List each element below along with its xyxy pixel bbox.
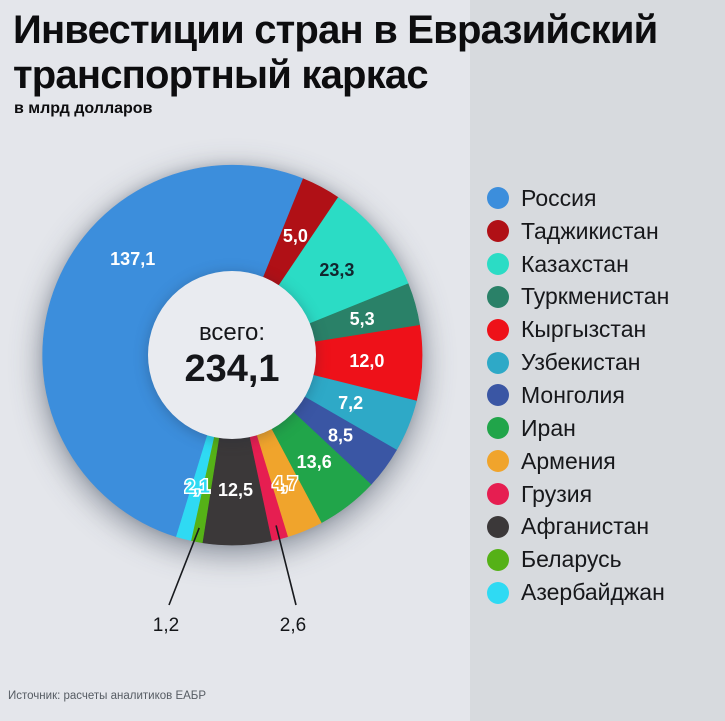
- legend-item-5: Узбекистан: [487, 346, 669, 379]
- slice-value-5: 7,2: [338, 393, 363, 413]
- slice-value-labels: 137,1 5,0 23,3 5,3 12,0 7,2 8,5 13,64,7 12,5 2,1: [110, 226, 384, 500]
- legend-item-12: Азербайджан: [487, 576, 669, 609]
- legend-item-3: Туркменистан: [487, 281, 669, 314]
- legend-item-1: Таджикистан: [487, 215, 669, 248]
- callout-annotations: 2,6 1,2: [153, 525, 306, 636]
- legend-swatch-2: [487, 253, 509, 276]
- legend-item-8: Армения: [487, 445, 669, 478]
- callout-value-9: 2,6: [280, 615, 306, 636]
- slice-value-3: 5,3: [350, 309, 375, 329]
- slice-value-2: 23,3: [319, 260, 354, 280]
- chart-title-line1: Инвестиции стран в Евразийский: [13, 8, 658, 52]
- legend-item-4: Кыргызстан: [487, 313, 669, 346]
- background-right-panel: [470, 0, 725, 721]
- legend-item-6: Монголия: [487, 379, 669, 412]
- callout-line-11: [168, 527, 200, 606]
- chart-subtitle: в млрд долларов: [14, 100, 153, 117]
- legend-swatch-6: [487, 384, 509, 407]
- slice-value-6: 8,5: [328, 425, 353, 445]
- legend-label-11: Беларусь: [521, 546, 622, 573]
- donut-center-circle: [148, 271, 316, 439]
- chart-title-line2: транспортный каркас: [13, 53, 429, 97]
- legend-item-10: Афганистан: [487, 510, 669, 543]
- legend-item-7: Иран: [487, 412, 669, 445]
- legend-swatch-12: [487, 581, 509, 604]
- slice-value-4: 12,0: [349, 351, 384, 371]
- legend-swatch-11: [487, 548, 509, 571]
- legend-label-6: Монголия: [521, 381, 625, 408]
- slice-value-10: 12,5: [218, 480, 253, 500]
- legend-label-12: Азербайджан: [521, 579, 665, 606]
- legend-swatch-1: [487, 220, 509, 243]
- legend-label-0: Россия: [521, 184, 597, 211]
- donut-center-text: всего: 234,1: [122, 318, 342, 390]
- total-caption: всего:: [198, 319, 266, 346]
- legend-label-2: Казахстан: [521, 250, 629, 277]
- legend-swatch-4: [487, 318, 509, 341]
- callout-line-9: [275, 525, 297, 606]
- legend-swatch-8: [487, 450, 509, 473]
- legend-item-9: Грузия: [487, 478, 669, 511]
- legend: Россия Таджикистан Казахстан Туркменистан Кы…: [487, 182, 669, 609]
- slice-value-8: 4,7: [273, 473, 298, 493]
- slice-value-12: 2,1: [185, 477, 210, 497]
- slice-value-0: 137,1: [110, 249, 155, 269]
- legend-label-1: Таджикистан: [521, 217, 659, 244]
- chart-title: Инвестиции стран в Евразийский транспорт…: [13, 8, 658, 98]
- legend-label-8: Армения: [521, 447, 616, 474]
- legend-label-7: Иран: [521, 414, 576, 441]
- legend-swatch-7: [487, 417, 509, 440]
- legend-label-3: Туркменистан: [521, 283, 670, 310]
- source-note: Источник: расчеты аналитиков ЕАБР: [8, 690, 207, 702]
- callout-value-11: 1,2: [153, 615, 179, 636]
- legend-swatch-0: [487, 187, 509, 210]
- legend-swatch-9: [487, 483, 509, 506]
- legend-item-0: Россия: [487, 182, 669, 215]
- legend-swatch-5: [487, 351, 509, 374]
- slice-value-1: 5,0: [283, 226, 308, 246]
- legend-label-10: Афганистан: [521, 513, 650, 540]
- legend-label-9: Грузия: [521, 480, 593, 507]
- legend-swatch-10: [487, 515, 509, 538]
- legend-label-4: Кыргызстан: [521, 316, 647, 343]
- legend-swatch-3: [487, 285, 509, 308]
- total-value: 234,1: [184, 348, 280, 390]
- slice-value-7: 13,6: [297, 452, 332, 472]
- legend-label-5: Узбекистан: [521, 349, 641, 376]
- legend-item-2: Казахстан: [487, 248, 669, 281]
- legend-item-11: Беларусь: [487, 543, 669, 576]
